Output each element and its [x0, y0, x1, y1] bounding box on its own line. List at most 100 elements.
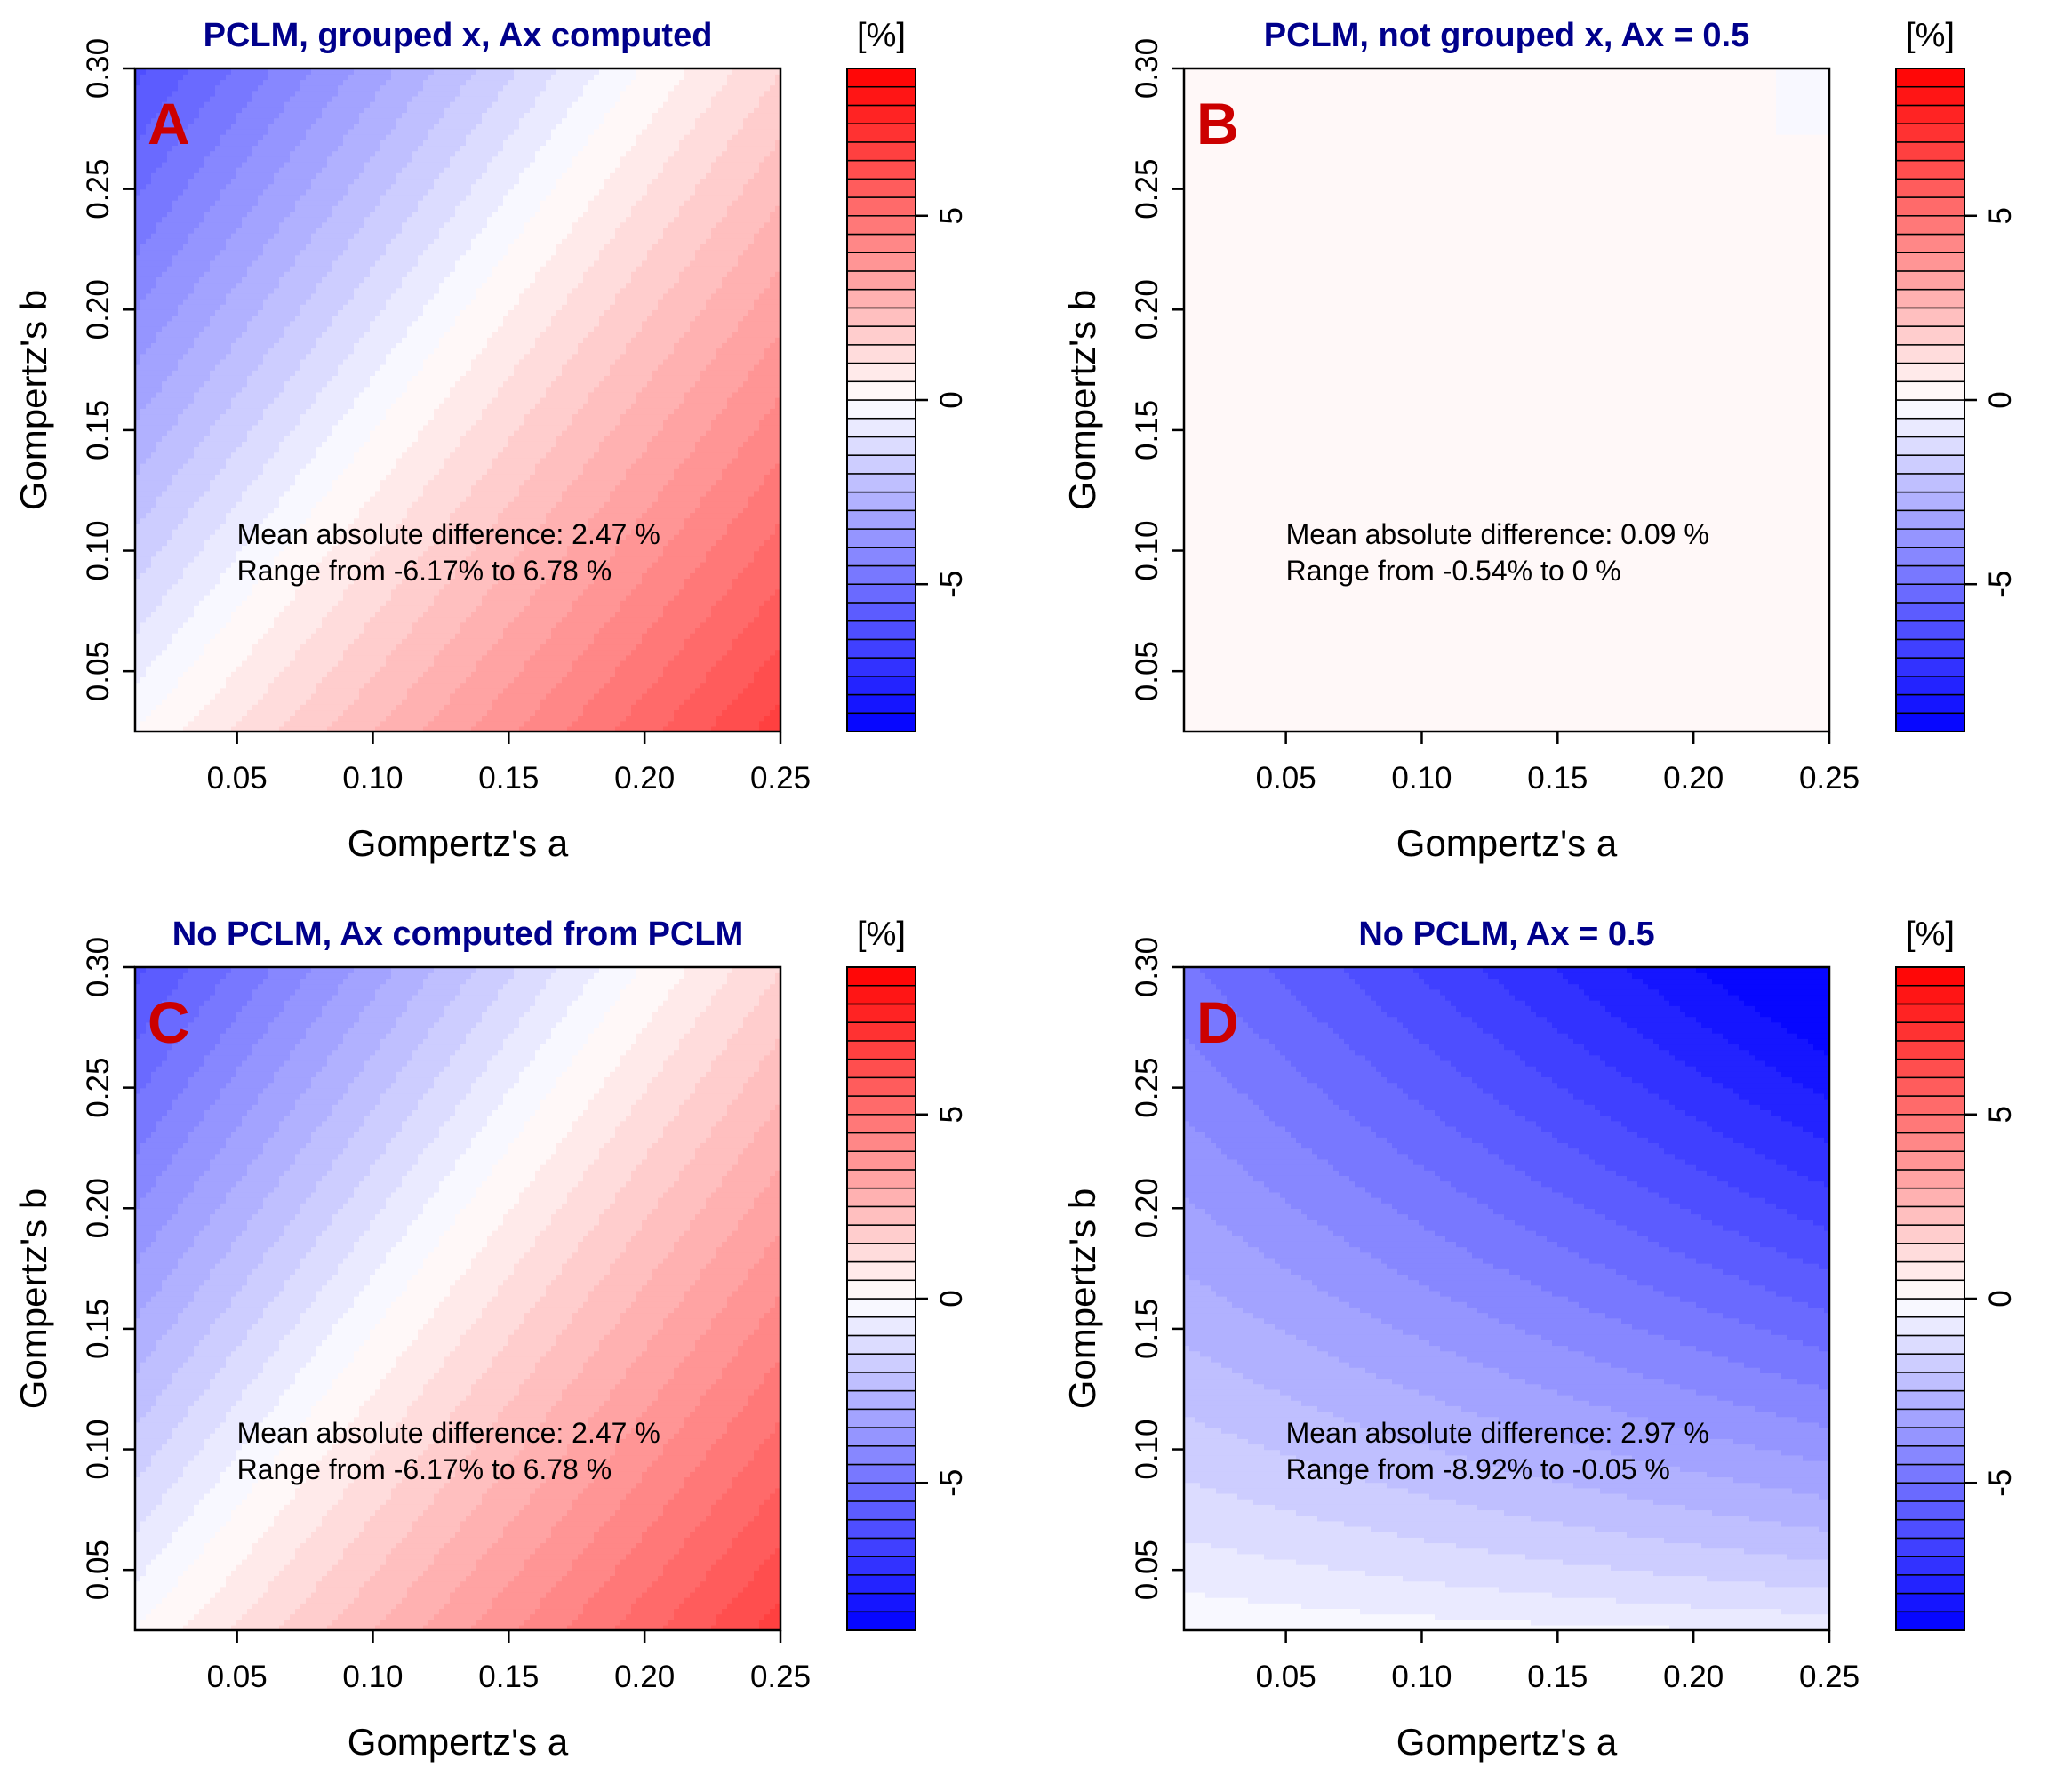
- heatmap-cell: [183, 446, 189, 452]
- heatmap-cell: [183, 233, 189, 239]
- heatmap-cell: [194, 704, 200, 710]
- heatmap-cell: [151, 589, 157, 596]
- heatmap-cell: [167, 628, 173, 634]
- heatmap-cell: [204, 671, 211, 677]
- heatmap-cell: [178, 238, 184, 244]
- heatmap-cell: [199, 288, 205, 294]
- heatmap-cell: [183, 299, 189, 305]
- heatmap-cell: [146, 622, 152, 628]
- heatmap-cell: [220, 617, 227, 623]
- heatmap-cell: [215, 622, 221, 628]
- heatmap-cell: [215, 293, 221, 300]
- heatmap-cell: [204, 85, 211, 92]
- heatmap-cell: [162, 617, 168, 623]
- heatmap-cell: [178, 485, 184, 492]
- heatmap-cell: [210, 117, 216, 124]
- heatmap-cell: [220, 572, 227, 579]
- heatmap-cell: [194, 216, 200, 222]
- heatmap-cell: [194, 452, 200, 459]
- heatmap-cell: [210, 693, 216, 700]
- heatmap-cell: [172, 600, 179, 606]
- heatmap-cell: [210, 244, 216, 250]
- heatmap-cell: [172, 364, 179, 371]
- heatmap-cell: [156, 463, 163, 469]
- heatmap-cell: [215, 688, 221, 694]
- heatmap-cell: [215, 572, 221, 579]
- heatmap-cell: [204, 74, 211, 80]
- heatmap-cell: [183, 189, 189, 196]
- heatmap-cell: [204, 441, 211, 447]
- heatmap-cell: [140, 589, 147, 596]
- heatmap-cell: [210, 200, 216, 206]
- heatmap-cell: [215, 425, 221, 431]
- heatmap-cell: [146, 162, 152, 168]
- heatmap-cell: [188, 222, 195, 228]
- heatmap-cell: [167, 299, 173, 305]
- heatmap-cell: [210, 107, 216, 113]
- heatmap-cell: [220, 556, 227, 563]
- heatmap-cell: [140, 617, 147, 623]
- heatmap-cell: [204, 315, 211, 321]
- heatmap-cell: [140, 304, 147, 310]
- heatmap-cell: [188, 276, 195, 283]
- heatmap-cell: [183, 156, 189, 163]
- heatmap-cell: [215, 584, 221, 590]
- heatmap-cell: [194, 260, 200, 267]
- heatmap-cell: [167, 584, 173, 590]
- heatmap-cell: [199, 260, 205, 267]
- heatmap-cell: [156, 518, 163, 524]
- heatmap-cell: [183, 709, 189, 716]
- heatmap-cell: [215, 507, 221, 513]
- heatmap-cell: [178, 534, 184, 540]
- heatmap-cell: [210, 271, 216, 277]
- heatmap-cell: [178, 315, 184, 321]
- heatmap-cell: [151, 255, 157, 261]
- heatmap-cell: [204, 403, 211, 409]
- heatmap-cell: [151, 600, 157, 606]
- heatmap-cell: [151, 617, 157, 623]
- heatmap-cell: [162, 650, 168, 656]
- heatmap-cell: [210, 578, 216, 584]
- heatmap-cell: [210, 205, 216, 212]
- heatmap-cell: [162, 688, 168, 694]
- heatmap-cell: [167, 578, 173, 584]
- heatmap-cell: [178, 167, 184, 173]
- heatmap-cell: [188, 611, 195, 617]
- heatmap-cell: [167, 380, 173, 387]
- heatmap-cell: [172, 79, 179, 85]
- heatmap-cell: [183, 600, 189, 606]
- heatmap-cell: [162, 387, 168, 393]
- heatmap-cell: [215, 200, 221, 206]
- heatmap-cell: [156, 392, 163, 398]
- heatmap-cell: [183, 342, 189, 348]
- heatmap-cell: [194, 567, 200, 573]
- heatmap-cell: [167, 271, 173, 277]
- heatmap-cell: [167, 617, 173, 623]
- heatmap-cell: [204, 189, 211, 196]
- heatmap-cell: [188, 156, 195, 163]
- heatmap-cell: [199, 315, 205, 321]
- heatmap-cell: [156, 633, 163, 639]
- heatmap-cell: [156, 644, 163, 650]
- heatmap-cell: [199, 112, 205, 118]
- heatmap-cell: [188, 589, 195, 596]
- heatmap-cell: [215, 195, 221, 201]
- heatmap-cell: [215, 671, 221, 677]
- heatmap-cell: [183, 249, 189, 255]
- heatmap-cell: [215, 117, 221, 124]
- heatmap-cell: [178, 413, 184, 420]
- heatmap-cell: [172, 342, 179, 348]
- heatmap-cell: [156, 222, 163, 228]
- heatmap-cell: [140, 452, 147, 459]
- heatmap-cell: [146, 244, 152, 250]
- heatmap-cell: [140, 249, 147, 255]
- heatmap-cell: [188, 354, 195, 360]
- heatmap-cell: [194, 134, 200, 140]
- heatmap-cell: [140, 721, 147, 727]
- heatmap-cell: [146, 595, 152, 601]
- heatmap-cell: [210, 534, 216, 540]
- heatmap-cell: [172, 249, 179, 255]
- heatmap-cell: [178, 693, 184, 700]
- heatmap-cell: [183, 693, 189, 700]
- heatmap-cell: [167, 660, 173, 667]
